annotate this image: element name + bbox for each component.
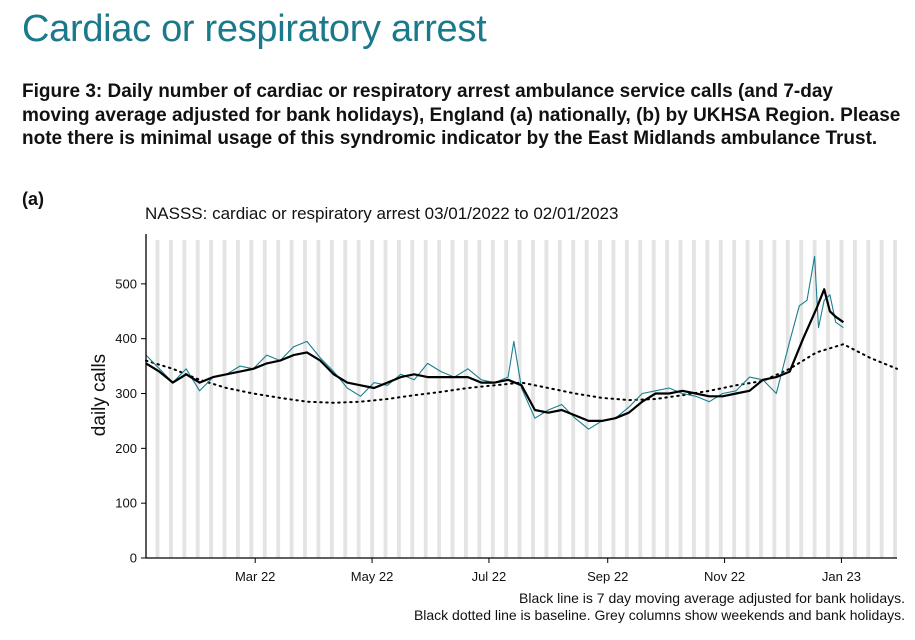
y-tick-label: 400: [115, 331, 137, 346]
weekend-column: [772, 240, 777, 558]
weekend-column: [195, 240, 200, 558]
weekend-column: [893, 240, 897, 558]
weekend-column: [852, 240, 857, 558]
weekend-column: [839, 240, 844, 558]
weekend-column: [504, 240, 509, 558]
weekend-column: [209, 240, 214, 558]
weekend-column: [584, 240, 589, 558]
weekend-column: [799, 240, 804, 558]
weekend-column: [732, 240, 737, 558]
series-line-baseline: [145, 343, 898, 404]
page-title: Cardiac or respiratory arrest: [22, 8, 487, 50]
y-tick-label: 300: [115, 386, 137, 401]
weekend-column: [718, 240, 723, 558]
weekend-column: [571, 240, 576, 558]
weekend-column: [464, 240, 468, 558]
weekend-column: [517, 240, 522, 558]
y-tick-label: 0: [130, 551, 137, 566]
panel-label: (a): [22, 189, 44, 209]
x-tick-label: Nov 22: [704, 569, 745, 584]
x-tick-label: Sep 22: [587, 569, 628, 584]
weekend-column: [437, 240, 442, 558]
weekend-column: [624, 240, 629, 558]
weekend-column: [276, 240, 281, 558]
weekend-column: [557, 240, 562, 558]
weekend-column: [490, 240, 495, 558]
weekend-column: [168, 240, 173, 558]
weekend-column: [759, 240, 763, 558]
weekend-column: [638, 240, 643, 558]
weekend-column: [236, 240, 240, 558]
y-axis-label: daily calls: [89, 354, 110, 436]
chart: NASSS: cardiac or respiratory arrest 03/…: [89, 204, 898, 584]
x-tick-label: Jan 23: [822, 569, 861, 584]
footnote-baseline: Black dotted line is baseline. Grey colu…: [413, 607, 905, 623]
weekend-column: [450, 240, 455, 558]
weekend-column: [866, 240, 871, 558]
chart-title: NASSS: cardiac or respiratory arrest 03/…: [145, 204, 618, 223]
weekend-column: [155, 240, 160, 558]
weekend-column: [665, 240, 670, 558]
series-line-moving-average: [145, 288, 845, 422]
weekend-column: [879, 240, 884, 558]
weekend-column: [303, 240, 307, 558]
weekend-column: [343, 240, 348, 558]
weekend-column: [812, 240, 817, 558]
y-tick-label: 200: [115, 441, 137, 456]
footnote-moving-average: Black line is 7 day moving average adjus…: [519, 590, 905, 606]
weekend-column: [692, 240, 696, 558]
weekend-column: [678, 240, 683, 558]
weekend-column: [222, 240, 227, 558]
weekend-column: [316, 240, 321, 558]
weekend-column: [745, 240, 750, 558]
x-tick-label: Mar 22: [235, 569, 275, 584]
weekend-column: [262, 240, 267, 558]
weekend-column: [370, 240, 374, 558]
axes: 0 100 200 300 400 500 Mar 22 May 22 Jul 22 Sep 22…: [115, 234, 897, 584]
weekend-column: [598, 240, 602, 558]
weekend-column: [544, 240, 549, 558]
weekend-column: [705, 240, 710, 558]
weekend-column: [356, 240, 361, 558]
series-line-daily: [145, 255, 844, 430]
weekend-column: [477, 240, 482, 558]
figure-caption: Figure 3: Daily number of cardiac or res…: [22, 81, 901, 149]
weekend-column: [396, 240, 401, 558]
weekend-column: [329, 240, 334, 558]
x-tick-label: Jul 22: [472, 569, 507, 584]
weekend-column: [249, 240, 254, 558]
y-tick-label: 500: [115, 276, 137, 291]
x-tick-label: May 22: [351, 569, 394, 584]
weekend-column: [826, 240, 830, 558]
weekend-column: [410, 240, 415, 558]
weekend-column: [785, 240, 790, 558]
weekend-column: [531, 240, 535, 558]
series-layer: [145, 255, 898, 430]
y-tick-label: 100: [115, 496, 137, 511]
weekend-column: [423, 240, 428, 558]
weekend-shading: [155, 240, 897, 558]
weekend-column: [182, 240, 187, 558]
